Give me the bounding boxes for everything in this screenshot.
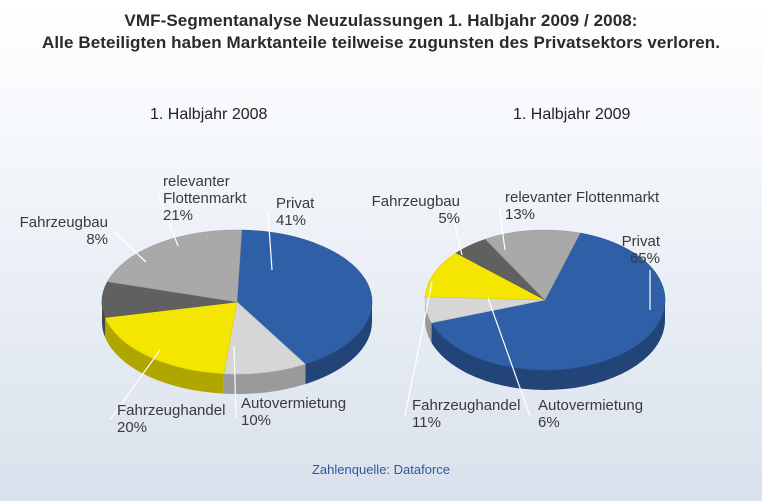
pie-0-value-3: 8% bbox=[86, 231, 108, 248]
chart-title: VMF-Segmentanalyse Neuzulassungen 1. Hal… bbox=[0, 10, 762, 54]
pie-0-wall-1 bbox=[223, 364, 306, 394]
pie-1-label-4: relevanter Flottenmarkt bbox=[505, 189, 660, 206]
pie-1: Privat65%Autovermietung6%Fahrzeughandel1… bbox=[372, 189, 666, 431]
pie-1-wall-1 bbox=[425, 300, 432, 343]
pie-1-leader-2 bbox=[404, 281, 433, 417]
pie-0-wall-0 bbox=[305, 302, 372, 385]
pie-1-leader-4 bbox=[498, 205, 506, 251]
pie-0-leader-4 bbox=[156, 189, 179, 247]
pie-1-walls bbox=[425, 300, 666, 391]
pie-0-leader-1 bbox=[233, 345, 237, 419]
pie-0-value-2: 20% bbox=[117, 419, 147, 436]
pie-0-label-4: relevanter bbox=[163, 173, 230, 190]
pie-0-slice-autovermietung bbox=[223, 301, 306, 375]
pie-0-value-0: 41% bbox=[276, 212, 306, 229]
pie-1-wall-0 bbox=[431, 300, 666, 391]
data-source: Zahlenquelle: Dataforce bbox=[311, 462, 451, 477]
pie-0-value-4: 21% bbox=[163, 207, 193, 224]
pie-1-leader-3 bbox=[451, 211, 463, 256]
pie-0-wall-2 bbox=[105, 317, 224, 394]
pie-0-label-0: Privat bbox=[276, 195, 315, 212]
pie-1-label-1: Autovermietung bbox=[538, 397, 643, 414]
pie-0-label-3: Fahrzeugbau bbox=[20, 214, 108, 231]
pie-0-slice-relevanter-flottenmarkt bbox=[107, 229, 243, 303]
pie-0-value-1: 10% bbox=[241, 412, 271, 429]
pie-1-slice-relevanter-flottenmarkt bbox=[484, 229, 581, 301]
pie-1-label-3: Fahrzeugbau bbox=[372, 193, 460, 210]
pie-1-value-3: 5% bbox=[438, 210, 460, 227]
pie-1-value-4: 13% bbox=[505, 206, 535, 223]
pie-1-slice-privat bbox=[431, 232, 666, 371]
pie-0-leader-0 bbox=[267, 211, 273, 271]
pie-1-label-0: Privat bbox=[622, 233, 661, 250]
pie-0-slice-fahrzeughandel bbox=[104, 301, 238, 374]
pie-1-value-2: 11% bbox=[412, 414, 441, 431]
title-line-2: Alle Beteiligten haben Marktanteile teil… bbox=[41, 33, 721, 52]
title-line-1: VMF-Segmentanalyse Neuzulassungen 1. Hal… bbox=[124, 11, 638, 30]
pie-2009-title: 1. Halbjahr 2009 bbox=[513, 106, 631, 123]
pie-0-label-4-b: Flottenmarkt bbox=[163, 190, 247, 207]
pie-1-leader-1 bbox=[487, 297, 531, 417]
pie-1-value-0: 65% bbox=[630, 250, 660, 267]
pie-0-label-1: Autovermietung bbox=[241, 395, 346, 412]
pie-2008-title: 1. Halbjahr 2008 bbox=[150, 106, 268, 123]
pie-1-slice-fahrzeughandel bbox=[424, 252, 546, 301]
pie-0-slice-privat bbox=[236, 229, 373, 365]
pie-1-value-1: 6% bbox=[538, 414, 560, 431]
pie-0-label-2: Fahrzeughandel bbox=[117, 402, 225, 419]
pie-0-leader-2 bbox=[109, 349, 161, 421]
pie-1-label-2: Fahrzeughandel bbox=[412, 397, 520, 414]
pie-0-leader-3 bbox=[113, 231, 147, 263]
